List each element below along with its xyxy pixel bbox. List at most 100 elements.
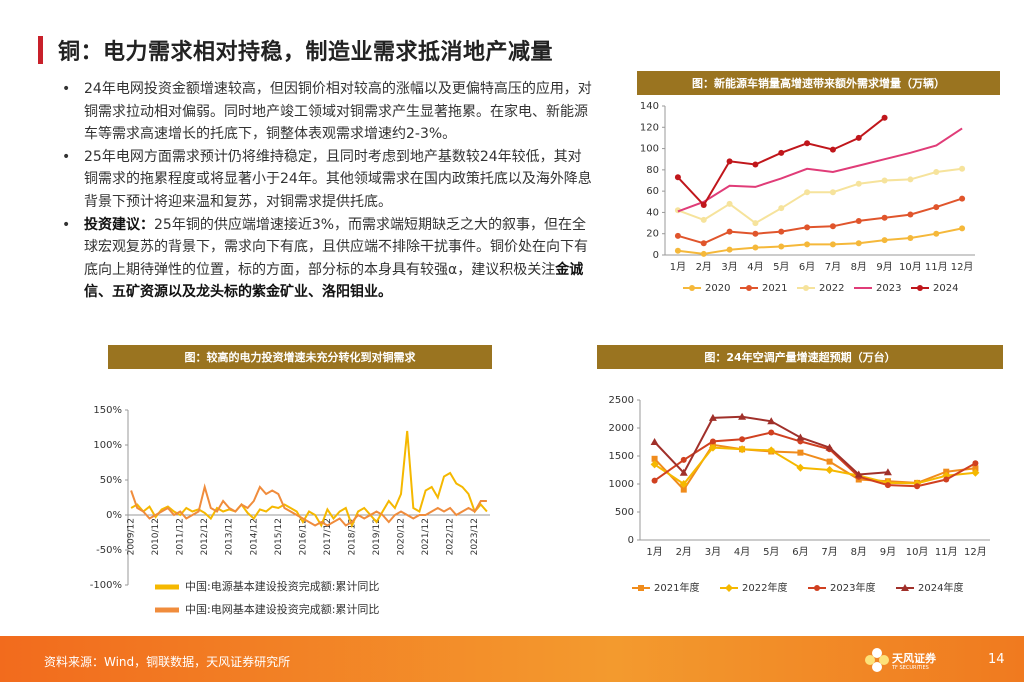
marker <box>829 223 836 230</box>
marker <box>700 216 707 223</box>
marker <box>933 230 940 237</box>
x-tick-label: 1月 <box>646 546 662 558</box>
x-tick-label: 10月 <box>899 261 922 273</box>
marker <box>709 438 716 445</box>
marker <box>689 285 695 291</box>
marker <box>803 285 809 291</box>
marker <box>752 244 759 251</box>
chart-title-box <box>597 345 1003 369</box>
y-tick-label: 2000 <box>609 423 634 434</box>
marker <box>796 433 805 441</box>
marker <box>651 477 658 484</box>
x-tick-label: 1月 <box>670 261 686 273</box>
logo-petal <box>872 662 882 672</box>
y-tick-label: 40 <box>646 207 659 218</box>
charts: 图：新能源车销量高增速带来额外需求增量（万辆） 0 20 40 60 80 100 120 14… <box>90 71 1003 616</box>
marker <box>855 180 862 187</box>
marker <box>726 158 733 165</box>
x-tick-label: 7月 <box>825 261 841 273</box>
x-tick-label: 12月 <box>951 261 974 273</box>
x-tick-label: 3月 <box>721 261 737 273</box>
logo-icon <box>865 648 889 672</box>
marker <box>829 189 836 196</box>
marker <box>883 468 892 476</box>
x-tick-label: 2012/12 <box>200 518 210 555</box>
x-tick-label: 2017/12 <box>323 518 333 555</box>
y-tick-label: 1000 <box>609 479 634 490</box>
y-tick-label: 80 <box>646 165 659 176</box>
marker <box>901 584 909 591</box>
marker <box>971 468 980 477</box>
x-tick-label: 2013/12 <box>225 518 235 555</box>
y-tick-label: 0 <box>653 250 659 261</box>
marker <box>752 161 759 168</box>
x-tick-label: 4月 <box>734 546 750 558</box>
marker <box>855 240 862 247</box>
bullet-list: 24年电网投资金额增速较高，但因铜价相对较高的涨幅以及更偏特高压的应用，对铜需求… <box>62 78 594 304</box>
x-tick-label: 2015/12 <box>274 518 284 555</box>
y-tick-label: 1500 <box>609 451 634 462</box>
x-tick-label: 12月 <box>964 546 987 558</box>
y-tick-label: 60 <box>646 186 659 197</box>
bullet: 投资建议：25年铜的供应端增速接近3%，而需求端短期缺乏之大的叙事，但在全球宏观… <box>62 214 594 304</box>
x-tick-label: 7月 <box>821 546 837 558</box>
marker <box>752 230 759 237</box>
marker <box>914 483 921 490</box>
marker <box>680 486 687 493</box>
x-tick-label: 2011/12 <box>176 518 186 555</box>
y-tick-label: 50% <box>100 475 122 486</box>
series-line <box>677 227 963 255</box>
marker <box>933 168 940 175</box>
marker <box>826 458 833 465</box>
legend-label: 2021 <box>762 283 787 294</box>
x-tick-label: 2010/12 <box>151 518 161 555</box>
y-tick-label: 120 <box>640 122 659 133</box>
marker <box>778 149 785 156</box>
y-tick-label: 140 <box>640 101 659 112</box>
y-tick-label: -100% <box>90 580 122 591</box>
bullet: 24年电网投资金额增速较高，但因铜价相对较高的涨幅以及更偏特高压的应用，对铜需求… <box>62 78 594 146</box>
x-tick-label: 4月 <box>747 261 763 273</box>
legend-label: 2020 <box>705 283 730 294</box>
series-line <box>677 167 963 225</box>
x-tick-label: 9月 <box>876 261 892 273</box>
logo-text: 天风证券 <box>892 652 936 665</box>
marker <box>767 417 776 425</box>
legend-label: 2023年度 <box>830 581 875 594</box>
logo-subtext: TF SECURITIES <box>892 665 929 671</box>
chart-title: 图：较高的电力投资增速未充分转化到对铜需求 <box>185 350 417 364</box>
marker <box>881 177 888 184</box>
bullet-emphasis: 金诚信、五矿资源以及龙头标的紫金矿业、洛阳钼业。 <box>84 261 584 301</box>
chart-title-box <box>108 345 492 369</box>
marker <box>778 243 785 250</box>
bullet-lead: 投资建议： <box>84 216 154 233</box>
series-line <box>130 483 487 527</box>
footer: 资料来源：Wind，铜联数据，天风证券研究所 天风证券 TF SECURITIE… <box>0 636 1024 682</box>
x-tick-label: 11月 <box>935 546 958 558</box>
y-tick-label: 0% <box>106 510 122 521</box>
marker <box>726 246 733 253</box>
x-tick-label: 9月 <box>880 546 896 558</box>
marker <box>738 412 747 420</box>
marker <box>881 214 888 221</box>
x-tick-label: 5月 <box>763 546 779 558</box>
x-tick-label: 11月 <box>925 261 948 273</box>
marker <box>829 146 836 153</box>
y-tick-label: 20 <box>646 229 659 240</box>
logo-petal <box>872 648 882 658</box>
marker <box>700 250 707 257</box>
x-tick-label: 8月 <box>851 546 867 558</box>
x-tick-label: 2020/12 <box>397 518 407 555</box>
marker <box>959 165 966 172</box>
marker <box>674 232 681 239</box>
bullet-text: 25年电网方面需求预计仍将维持稳定，且同时考虑到地产基数较24年较低，其对铜需求… <box>84 148 592 210</box>
marker <box>804 224 811 231</box>
marker <box>829 241 836 248</box>
marker <box>708 443 717 452</box>
legend-label: 2024年度 <box>918 581 963 594</box>
marker <box>933 204 940 211</box>
marker <box>700 240 707 247</box>
marker <box>746 285 752 291</box>
marker <box>768 429 775 436</box>
x-tick-label: 2021/12 <box>421 518 431 555</box>
